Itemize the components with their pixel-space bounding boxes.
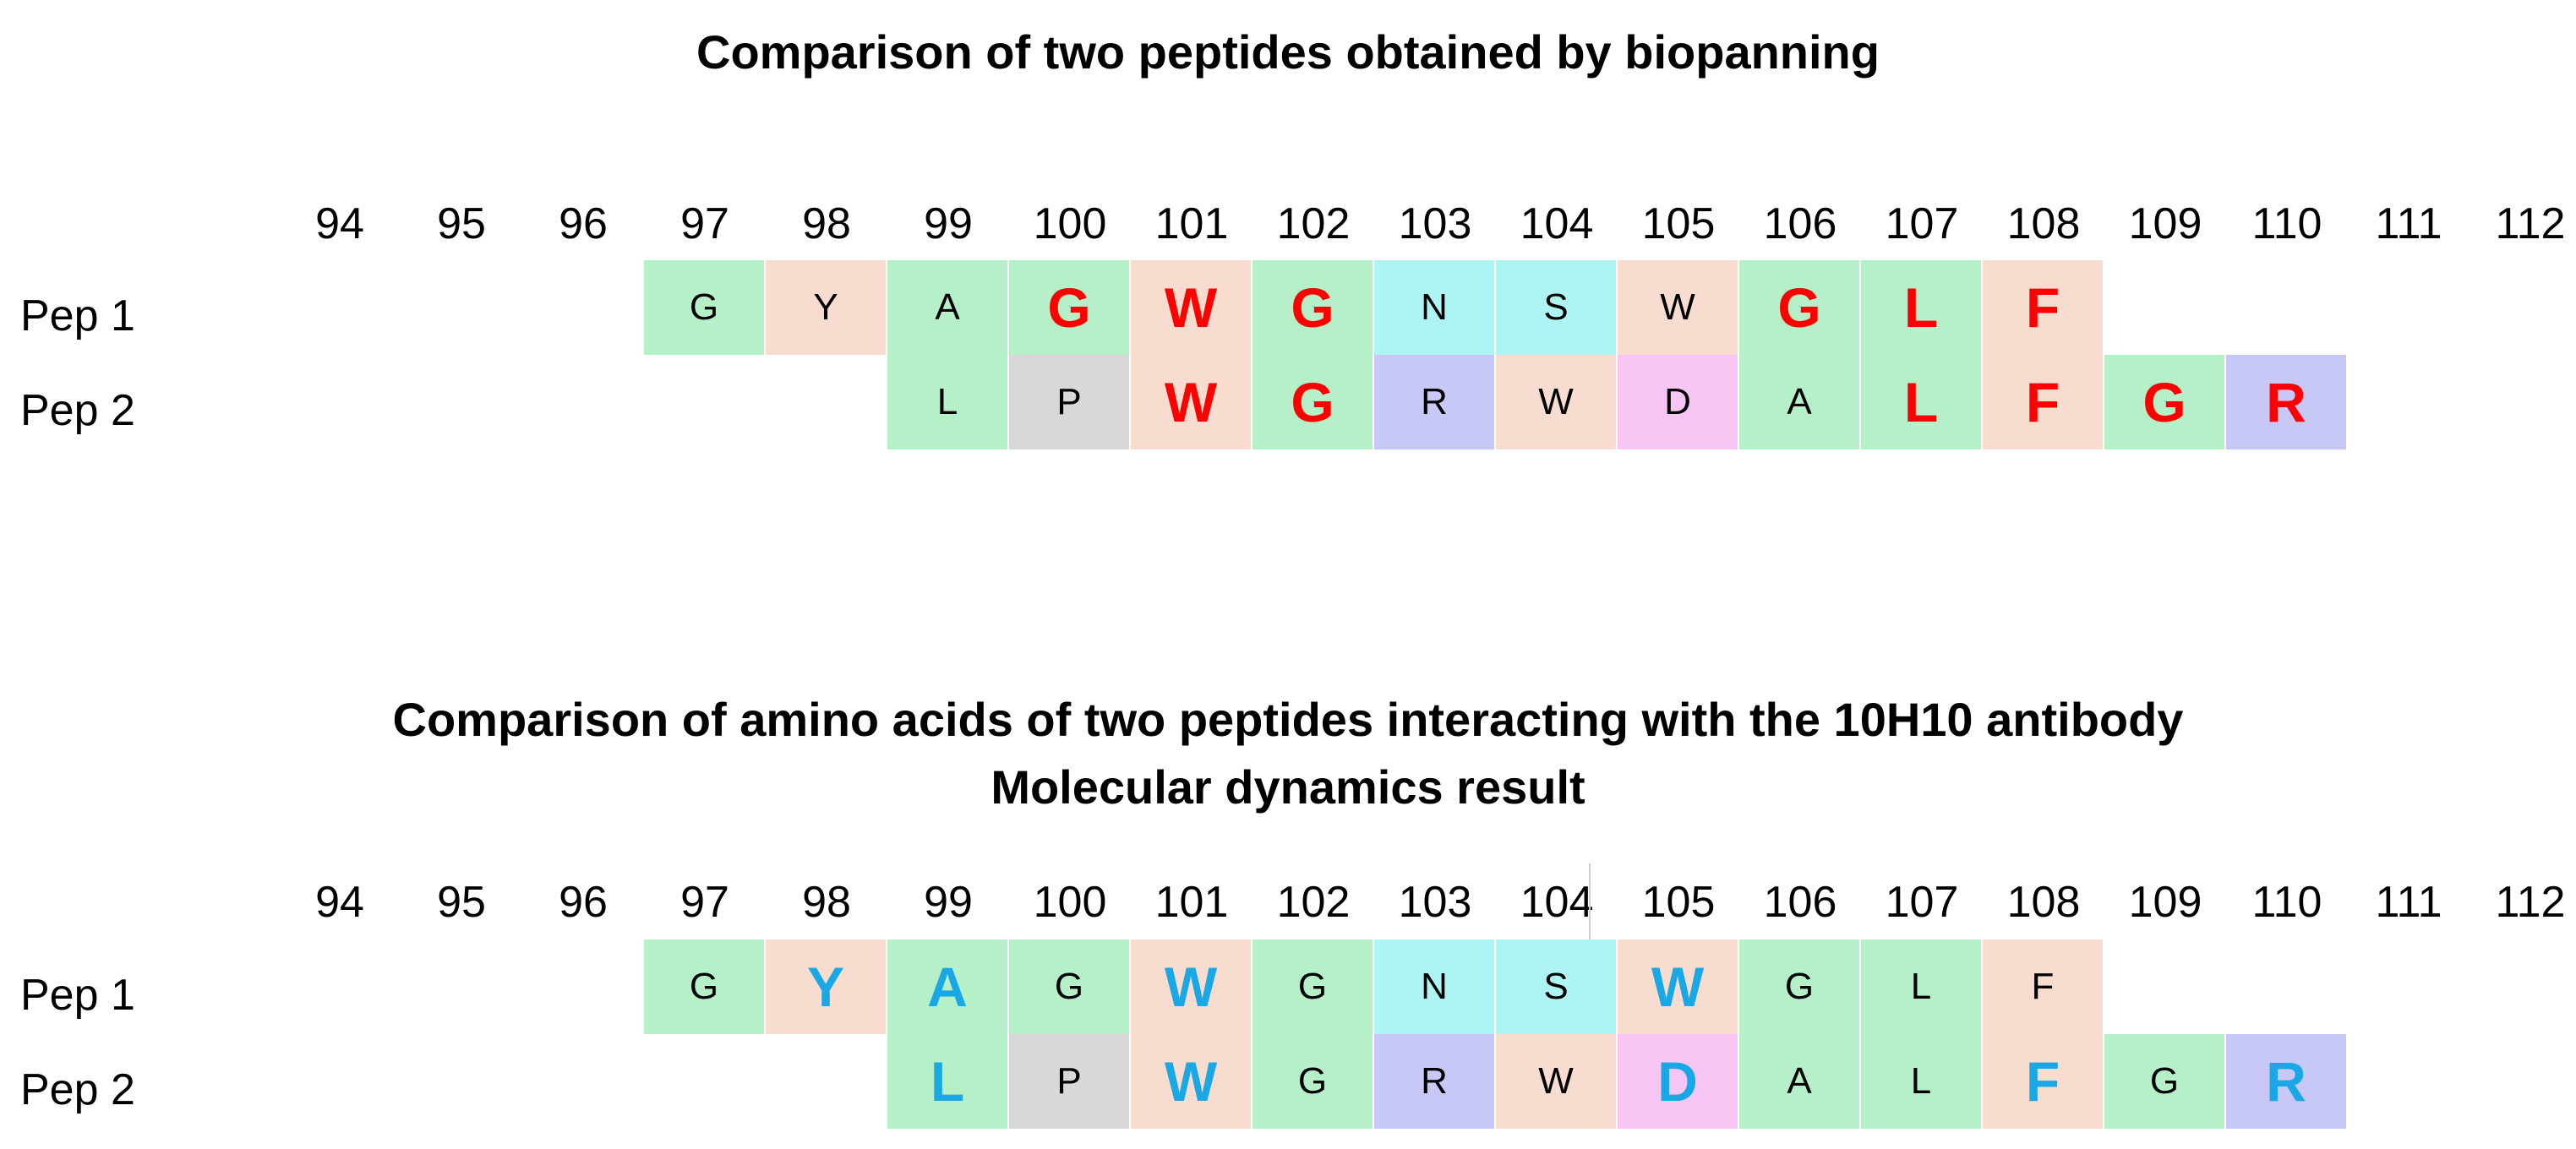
position-number: 109 — [2128, 878, 2202, 927]
position-number: 94 — [315, 878, 364, 927]
position-number: 110 — [2251, 199, 2322, 248]
residue-cell: G — [1739, 260, 1859, 355]
position-number: 106 — [1763, 199, 1837, 248]
position-number: 101 — [1154, 878, 1229, 927]
residue-cell: W — [1131, 939, 1251, 1034]
residue-cell: A — [887, 939, 1007, 1034]
residue-cell: G — [644, 939, 764, 1034]
residue-cell: Y — [766, 260, 886, 355]
panel-1-pep-1-label: Pep 1 — [20, 291, 135, 340]
residue-cell: L — [1861, 260, 1981, 355]
residue-cell: L — [1861, 1034, 1981, 1129]
position-number: 103 — [1398, 199, 1472, 248]
residue-cell: A — [1739, 1034, 1859, 1129]
residue-cell: A — [887, 260, 1007, 355]
position-number: 97 — [680, 199, 729, 248]
position-number: 104 — [1520, 199, 1594, 248]
position-number: 107 — [1885, 878, 1959, 927]
position-number: 98 — [802, 878, 851, 927]
residue-cell: G — [2104, 355, 2224, 449]
residue-cell: W — [1496, 1034, 1616, 1129]
panel-2-divider-line — [1589, 863, 1591, 945]
residue-cell: Y — [766, 939, 886, 1034]
position-number: 110 — [2251, 878, 2322, 927]
residue-cell: W — [1131, 260, 1251, 355]
position-number: 103 — [1398, 878, 1472, 927]
residue-cell: S — [1496, 260, 1616, 355]
position-number: 100 — [1033, 199, 1107, 248]
residue-cell: N — [1374, 939, 1494, 1034]
residue-cell: D — [1618, 355, 1738, 449]
residue-cell: N — [1374, 260, 1494, 355]
residue-cell: L — [1861, 355, 1981, 449]
residue-cell: R — [2226, 355, 2346, 449]
residue-cell: F — [1983, 939, 2103, 1034]
residue-cell: G — [1253, 939, 1373, 1034]
residue-cell: S — [1496, 939, 1616, 1034]
position-number: 109 — [2128, 199, 2202, 248]
residue-cell: P — [1009, 1034, 1129, 1129]
position-number: 108 — [2006, 878, 2081, 927]
position-number: 101 — [1154, 199, 1229, 248]
residue-cell: R — [1374, 1034, 1494, 1129]
residue-cell: G — [1253, 260, 1373, 355]
position-number: 102 — [1276, 878, 1351, 927]
position-number: 96 — [559, 878, 608, 927]
position-number: 97 — [680, 878, 729, 927]
position-number: 94 — [315, 199, 364, 248]
residue-cell: R — [2226, 1034, 2346, 1129]
residue-cell: L — [887, 355, 1007, 449]
position-number: 108 — [2006, 199, 2081, 248]
residue-cell: G — [644, 260, 764, 355]
residue-cell: P — [1009, 355, 1129, 449]
position-number: 99 — [924, 199, 973, 248]
position-number: 112 — [2495, 199, 2566, 248]
residue-cell: F — [1983, 260, 2103, 355]
position-number: 100 — [1033, 878, 1107, 927]
residue-cell: F — [1983, 355, 2103, 449]
position-number: 105 — [1641, 878, 1716, 927]
position-number: 95 — [437, 199, 486, 248]
residue-cell: G — [1253, 355, 1373, 449]
residue-cell: G — [1739, 939, 1859, 1034]
position-number: 96 — [559, 199, 608, 248]
position-number: 98 — [802, 199, 851, 248]
position-number: 111 — [2375, 878, 2442, 927]
position-number: 107 — [1885, 199, 1959, 248]
panel-2-title-line-1: Comparison of amino acids of two peptide… — [392, 693, 2184, 746]
position-number: 102 — [1276, 199, 1351, 248]
position-number: 112 — [2495, 878, 2566, 927]
position-number: 104 — [1520, 878, 1594, 927]
residue-cell: G — [2104, 1034, 2224, 1129]
position-number: 95 — [437, 878, 486, 927]
residue-cell: D — [1618, 1034, 1738, 1129]
residue-cell: W — [1618, 939, 1738, 1034]
panel-1-title: Comparison of two peptides obtained by b… — [696, 25, 1880, 79]
residue-cell: L — [1861, 939, 1981, 1034]
residue-cell: W — [1496, 355, 1616, 449]
position-number: 111 — [2375, 199, 2442, 248]
position-number: 106 — [1763, 878, 1837, 927]
residue-cell: R — [1374, 355, 1494, 449]
residue-cell: W — [1618, 260, 1738, 355]
residue-cell: W — [1131, 1034, 1251, 1129]
panel-2-position-ruler: 94 95 96 97 98 99 100 101 102 103 104 105 106 107 108 1… — [0, 869, 2576, 936]
panel-2-pep-1-label: Pep 1 — [20, 971, 135, 1020]
residue-cell: G — [1253, 1034, 1373, 1129]
position-number: 99 — [924, 878, 973, 927]
residue-cell: A — [1739, 355, 1859, 449]
panel-1-position-ruler: 94 95 96 97 98 99 100 101 102 103 104 105 106 107 108 1… — [0, 190, 2576, 258]
residue-cell: W — [1131, 355, 1251, 449]
panel-2-pep-2-label: Pep 2 — [20, 1065, 135, 1114]
panel-1-pep-2-label: Pep 2 — [20, 386, 135, 435]
panel-2-title-line-2: Molecular dynamics result — [991, 760, 1585, 814]
residue-cell: G — [1009, 260, 1129, 355]
residue-cell: F — [1983, 1034, 2103, 1129]
residue-cell: L — [887, 1034, 1007, 1129]
residue-cell: G — [1009, 939, 1129, 1034]
position-number: 105 — [1641, 199, 1716, 248]
